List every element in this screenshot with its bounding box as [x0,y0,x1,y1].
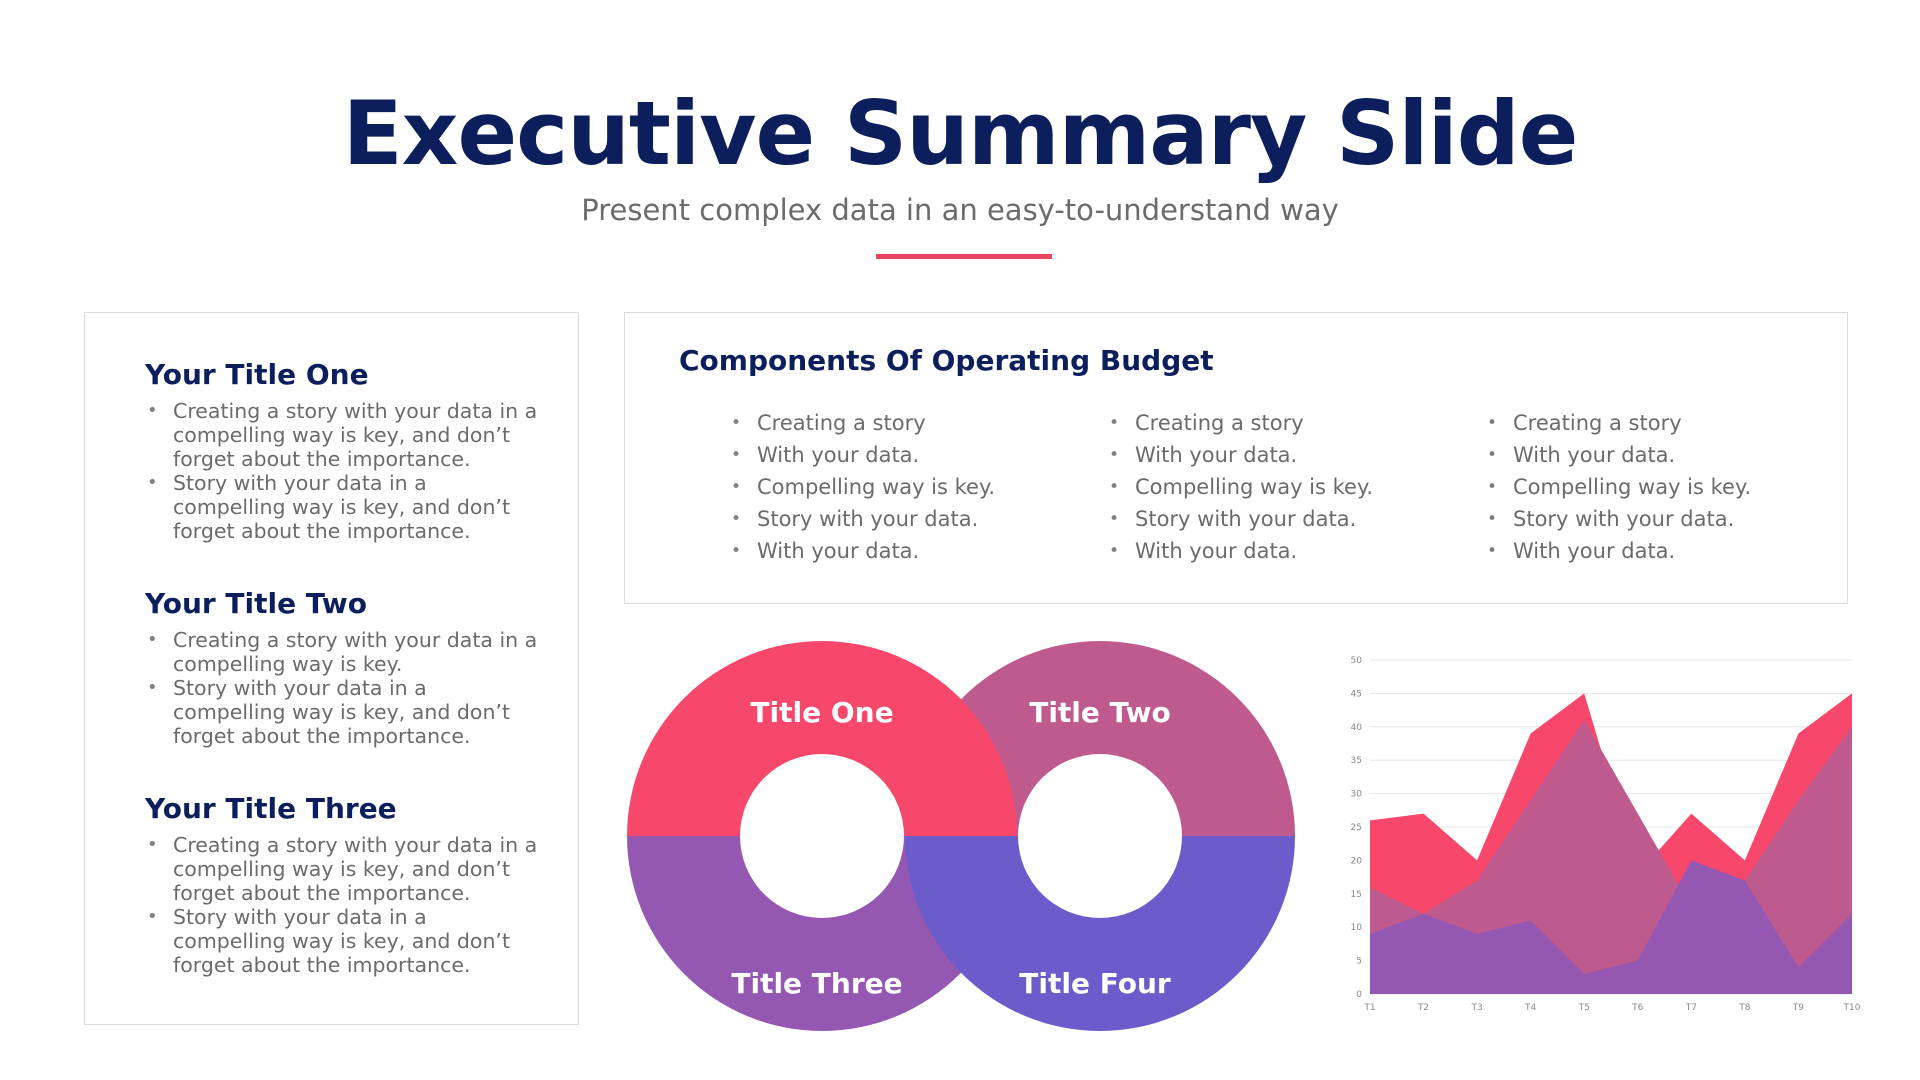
bullet-item: Story with your data in a compelling way… [145,676,545,748]
donut-label-title-two: Title Two [1029,696,1171,729]
bullet-item: Creating a story with your data in a com… [145,628,545,676]
budget-item: With your data. [1107,441,1467,473]
bullet-item: Creating a story with your data in a com… [145,399,545,471]
budget-item: With your data. [729,441,1089,473]
x-tick-label: T8 [1738,1003,1750,1013]
chart-y-axis: 0 5 10 15 20 25 30 35 40 45 50 [1351,656,1363,1000]
section-two-bullets: Creating a story with your data in a com… [145,628,545,748]
section-three-bullets: Creating a story with your data in a com… [145,833,545,977]
section-one-title: Your Title One [145,358,369,391]
budget-item: Compelling way is key. [729,473,1089,505]
bullet-item: Story with your data in a compelling way… [145,905,545,977]
y-tick-label: 50 [1351,656,1363,666]
budget-column-2: Creating a story With your data. Compell… [1107,409,1467,569]
budget-column-3: Creating a story With your data. Compell… [1485,409,1845,569]
bullet-item: Story with your data in a compelling way… [145,471,545,543]
section-three-title: Your Title Three [145,792,397,825]
budget-item: Compelling way is key. [1485,473,1845,505]
y-tick-label: 0 [1356,990,1362,1000]
section-two: Your Title Two Creating a story with you… [145,586,545,748]
y-tick-label: 10 [1351,923,1363,933]
section-two-title: Your Title Two [145,587,367,620]
y-tick-label: 20 [1351,856,1363,866]
budget-column-1: Creating a story With your data. Compell… [729,409,1089,569]
x-tick-label: T1 [1363,1003,1375,1013]
x-tick-label: T6 [1631,1003,1643,1013]
donut-label-title-four: Title Four [1019,967,1171,1000]
area-series-3 [1370,860,1852,994]
budget-item: Story with your data. [1485,505,1845,537]
y-tick-label: 15 [1351,890,1362,900]
y-tick-label: 40 [1351,723,1363,733]
chart-x-axis: T1 T2 T3 T4 T5 T6 T7 T8 T9 T10 [1363,1003,1860,1013]
budget-item: Story with your data. [1107,505,1467,537]
x-tick-label: T9 [1792,1003,1804,1013]
bullet-item: Creating a story with your data in a com… [145,833,545,905]
chart-series [1370,693,1852,994]
budget-item: Story with your data. [729,505,1089,537]
page-title: Executive Summary Slide [342,82,1579,185]
x-tick-label: T2 [1417,1003,1429,1013]
budget-item: With your data. [1107,537,1467,569]
budget-item: With your data. [1485,441,1845,473]
y-tick-label: 5 [1356,957,1362,967]
section-one-bullets: Creating a story with your data in a com… [145,399,545,543]
x-tick-label: T5 [1578,1003,1590,1013]
donut-segment-title-four [905,836,1295,1031]
budget-item: Creating a story [729,409,1089,441]
budget-panel: Components Of Operating Budget Creating … [624,312,1848,604]
y-tick-label: 30 [1351,790,1363,800]
x-tick-label: T4 [1524,1003,1536,1013]
y-tick-label: 45 [1351,689,1362,699]
y-tick-label: 25 [1351,823,1362,833]
budget-item: Creating a story [1485,409,1845,441]
title-accent-line [876,254,1052,259]
donut-overlap-top [902,683,1017,836]
x-tick-label: T10 [1843,1003,1860,1013]
page-subtitle: Present complex data in an easy-to-under… [581,193,1339,227]
section-three: Your Title Three Creating a story with y… [145,791,545,977]
x-tick-label: T3 [1470,1003,1482,1013]
budget-item: With your data. [1485,537,1845,569]
donut-label-title-three: Title Three [731,967,902,1000]
section-one: Your Title One Creating a story with you… [145,357,545,543]
y-tick-label: 35 [1351,756,1362,766]
budget-title: Components Of Operating Budget [679,344,1214,377]
budget-item: Creating a story [1107,409,1467,441]
budget-item: Compelling way is key. [1107,473,1467,505]
x-tick-label: T7 [1685,1003,1697,1013]
left-panel: Your Title One Creating a story with you… [84,312,579,1025]
budget-item: With your data. [729,537,1089,569]
donut-label-title-one: Title One [750,696,893,729]
donut-diagram: Title One Title Two Title Three Title Fo… [627,641,1295,1031]
